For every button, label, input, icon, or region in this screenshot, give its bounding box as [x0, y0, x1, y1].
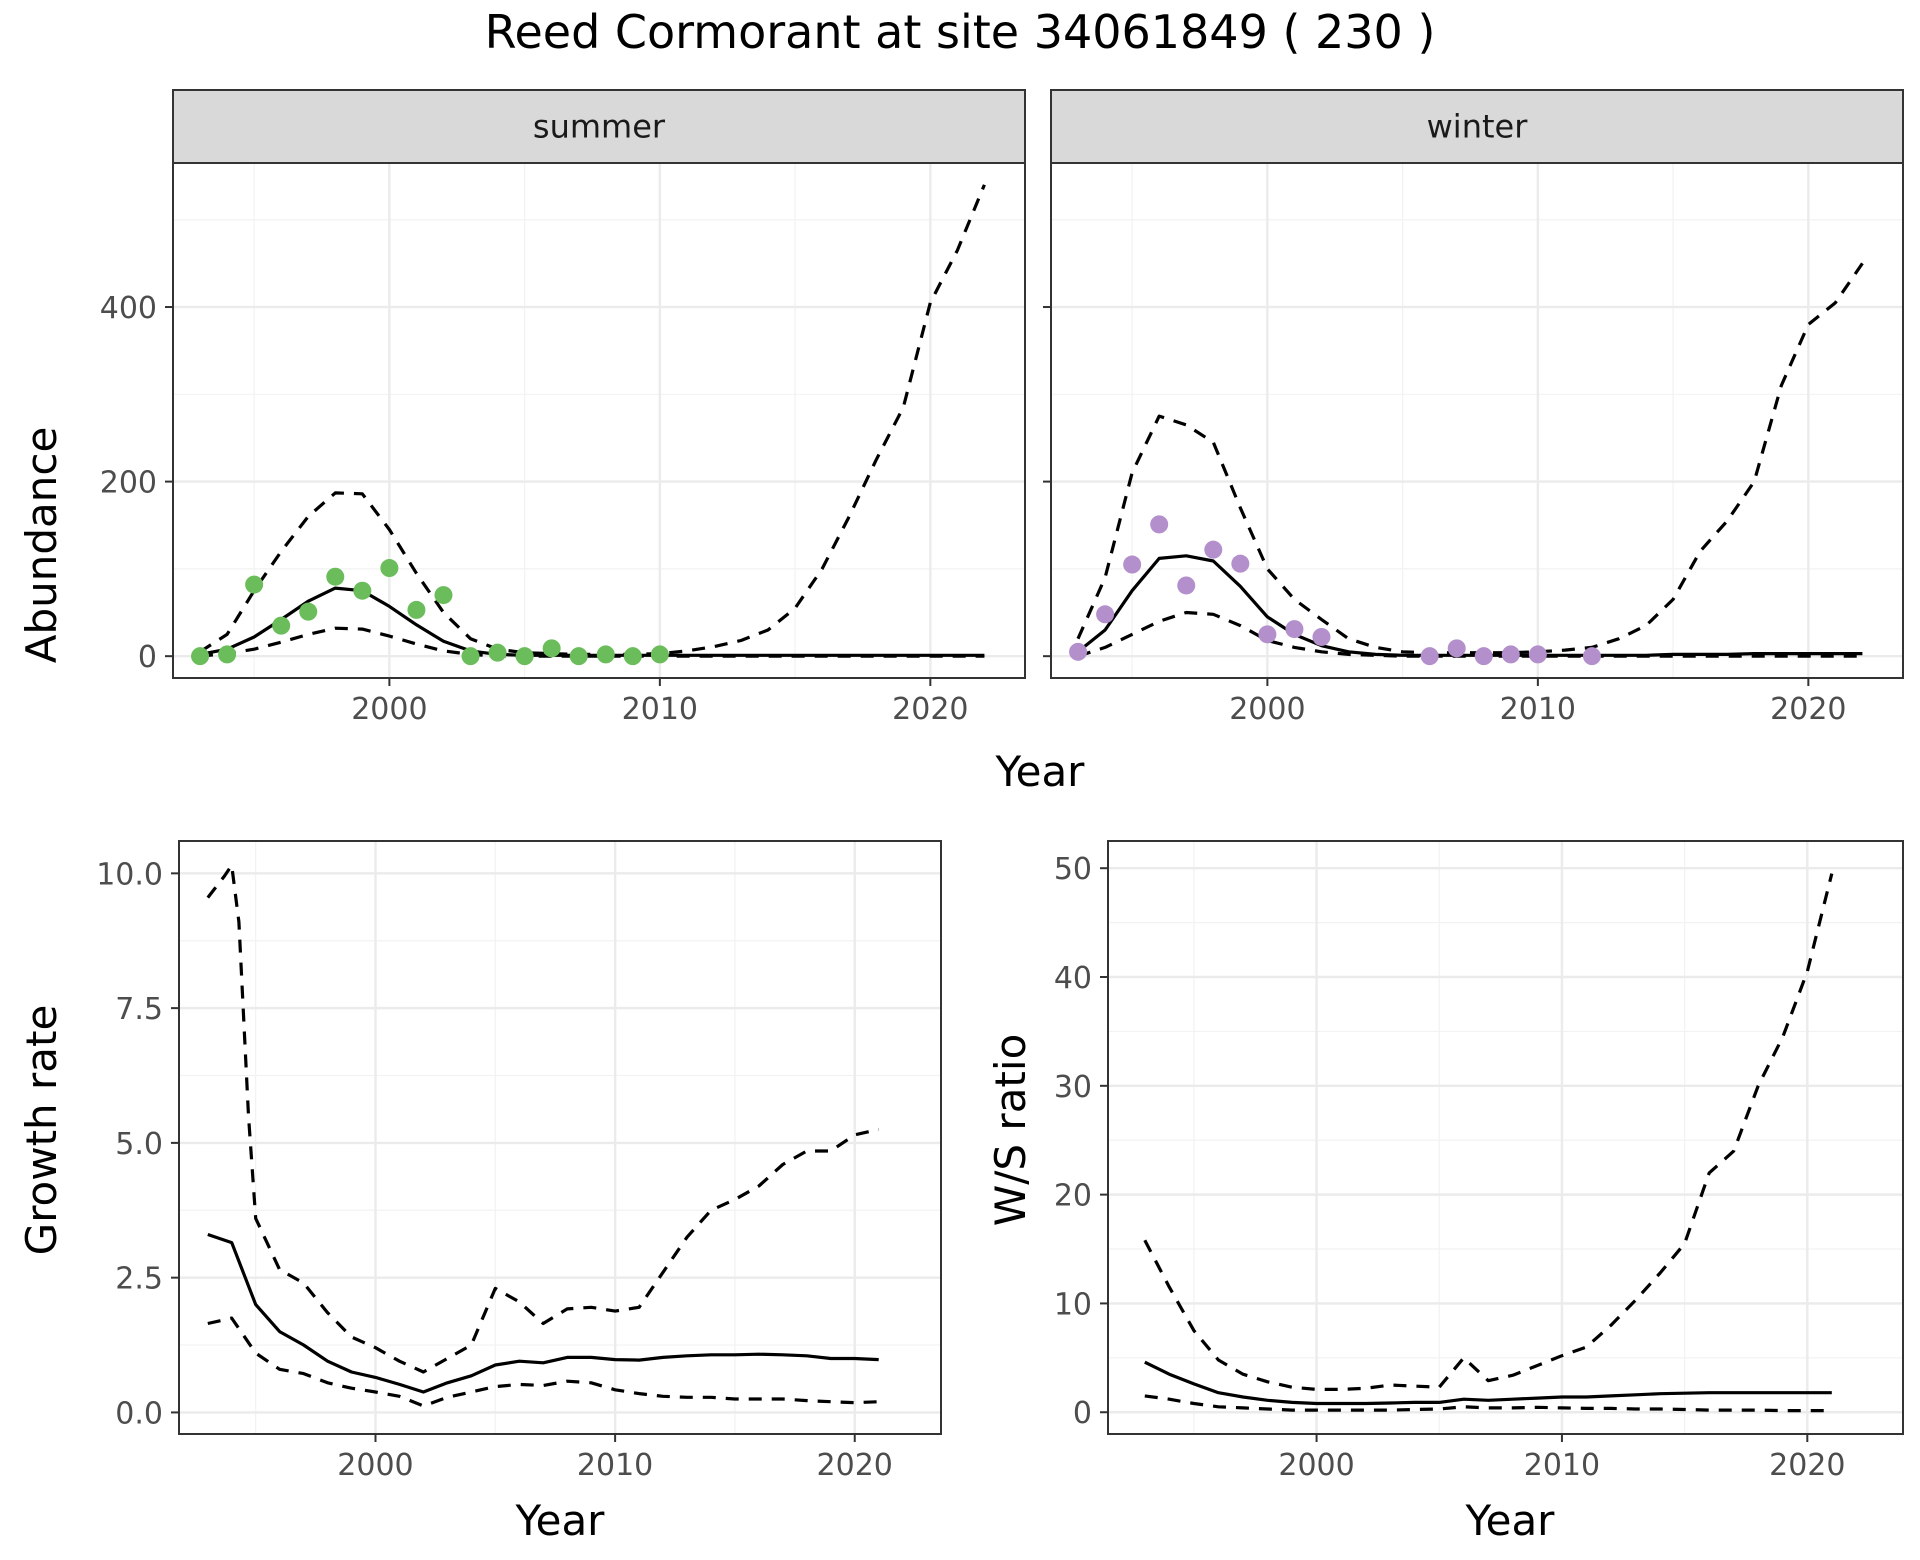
- facet-strip-label: winter: [1427, 108, 1529, 146]
- y-tick-label: 7.5: [115, 992, 163, 1027]
- y-tick-label: 0.0: [115, 1396, 163, 1431]
- data-point: [380, 559, 399, 578]
- data-point: [326, 567, 345, 586]
- data-point: [1150, 515, 1169, 534]
- panel-winter-abundance: winter 2000 2010 2020: [1043, 89, 1904, 727]
- y-tick-label: 20: [1054, 1179, 1092, 1214]
- data-point: [1501, 645, 1520, 664]
- data-point: [218, 645, 237, 664]
- data-point: [1447, 639, 1466, 658]
- x-tick-label: 2020: [1769, 1448, 1845, 1483]
- data-point: [515, 647, 534, 666]
- y-tick-label: 0: [138, 640, 157, 675]
- y-tick-label: 10.0: [96, 857, 163, 892]
- panel-growth-rate: 2000 2010 2020 0.0 2.5 5.0 7.5 10.0: [96, 840, 942, 1483]
- data-point: [299, 602, 318, 621]
- figure-title: Reed Cormorant at site 34061849 ( 230 ): [485, 5, 1436, 59]
- y-tick-label: 200: [100, 466, 157, 501]
- panel-ws-ratio: 2000 2010 2020 0 10 20 30 40 50: [1054, 840, 1904, 1483]
- series-line-fit: [1144, 1360, 1832, 1406]
- data-point: [434, 586, 453, 605]
- data-point: [272, 616, 291, 635]
- data-point: [1231, 554, 1250, 573]
- data-point: [488, 643, 507, 662]
- panel-border: [178, 840, 942, 1435]
- y-tick-label: 0: [1073, 1396, 1092, 1431]
- data-point: [191, 647, 210, 666]
- data-point: [1096, 605, 1115, 624]
- series-line-upper: [199, 184, 986, 656]
- data-point: [1069, 642, 1088, 661]
- x-tick-label: 2000: [1229, 692, 1305, 727]
- y-tick-label: 5.0: [115, 1127, 163, 1162]
- data-point: [1312, 627, 1331, 646]
- data-point: [1420, 647, 1439, 666]
- x-tick-label: 2020: [817, 1448, 893, 1483]
- x-tick-label: 2020: [1770, 692, 1846, 727]
- x-axis-title-growth: Year: [515, 1496, 606, 1545]
- series-line-upper: [1143, 873, 1834, 1391]
- y-axis-title-growth: Growth rate: [17, 1005, 66, 1256]
- facet-strip: [172, 89, 1026, 164]
- panel-border: [1107, 840, 1904, 1435]
- x-axis-title-top: Year: [995, 747, 1086, 796]
- x-tick-label: 2010: [622, 692, 698, 727]
- plot-area: [173, 163, 1025, 678]
- x-tick-label: 2000: [337, 1448, 413, 1483]
- x-tick-label: 2000: [351, 692, 427, 727]
- y-tick-label: 2.5: [115, 1262, 163, 1297]
- series-line-lower: [1077, 610, 1863, 658]
- data-point: [650, 645, 669, 664]
- data-point: [596, 645, 615, 664]
- plot-area: [1051, 163, 1903, 678]
- series-line-fit: [207, 1232, 879, 1394]
- data-point: [1177, 576, 1196, 595]
- y-axis-title-abundance: Abundance: [17, 427, 66, 664]
- plot-area: [1108, 841, 1903, 1434]
- x-tick-label: 2010: [1524, 1448, 1600, 1483]
- data-point: [407, 600, 426, 619]
- data-point: [1582, 647, 1601, 666]
- x-tick-label: 2000: [1278, 1448, 1354, 1483]
- data-point: [569, 647, 588, 666]
- data-point: [245, 575, 264, 594]
- x-axis-title-ratio: Year: [1465, 1496, 1556, 1545]
- data-point: [1258, 625, 1277, 644]
- x-tick-label: 2020: [892, 692, 968, 727]
- y-tick-label: 30: [1054, 1070, 1092, 1105]
- data-point: [542, 639, 561, 658]
- data-point: [461, 647, 480, 666]
- y-axis-title-ratio: W/S ratio: [986, 1034, 1035, 1227]
- y-tick-label: 50: [1054, 852, 1092, 887]
- series-line-lower: [1144, 1394, 1832, 1413]
- series-line-upper: [1076, 262, 1864, 655]
- y-tick-label: 40: [1054, 961, 1092, 996]
- facet-strip-label: summer: [533, 108, 666, 146]
- data-point: [1123, 555, 1142, 574]
- series-line-upper: [206, 863, 880, 1374]
- data-point: [353, 581, 372, 600]
- panel-summer-abundance: summer 2000 2010 2020 0 200 400: [100, 89, 1026, 727]
- data-point: [1474, 647, 1493, 666]
- x-tick-label: 2010: [1500, 692, 1576, 727]
- plot-area: [179, 841, 941, 1434]
- series-line-fit: [1076, 554, 1863, 657]
- facet-strip: [1050, 89, 1904, 164]
- series-line-lower: [199, 626, 985, 658]
- x-tick-label: 2010: [577, 1448, 653, 1483]
- data-point: [1204, 540, 1223, 559]
- y-tick-label: 400: [100, 291, 157, 326]
- data-point: [1528, 645, 1547, 664]
- data-point: [623, 647, 642, 666]
- y-tick-label: 10: [1054, 1287, 1092, 1322]
- data-point: [1285, 620, 1304, 639]
